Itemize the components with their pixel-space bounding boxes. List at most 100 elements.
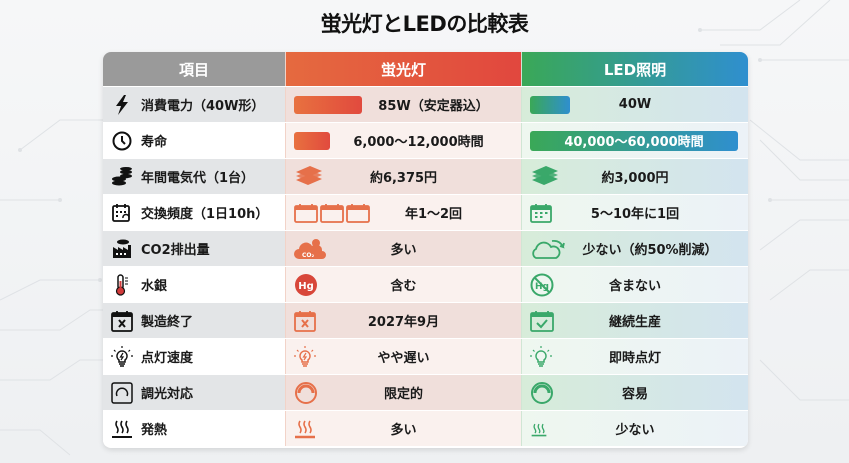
led-cell: 少ない: [521, 411, 748, 446]
comparison-table: 項目 蛍光灯 LED照明 消費電力（40W形） 85W（安定器込） 40W 寿命: [103, 52, 748, 448]
lifespan-bar: [294, 131, 330, 150]
bulb-flash-icon: [294, 345, 316, 368]
led-value: 5〜10年に1回: [590, 207, 680, 222]
calendar-x-icon: [111, 310, 133, 332]
calendar-icon: [530, 203, 552, 223]
led-cell: 40,000〜60,000時間: [521, 123, 748, 158]
fluorescent-value: 限定的: [383, 387, 423, 402]
table-row: 消費電力（40W形） 85W（安定器込） 40W: [103, 86, 748, 122]
item-cell: 点灯速度: [103, 339, 285, 374]
heat-icon: [530, 420, 548, 438]
item-label: 交換頻度（1日10h）: [141, 207, 269, 222]
led-cell: 約3,000円: [521, 159, 748, 194]
table-row: 発熱 多い 少ない: [103, 410, 748, 446]
item-label: 寿命: [141, 135, 168, 150]
money-stack-icon: [294, 165, 324, 188]
item-label: CO2排出量: [141, 243, 210, 258]
led-value: 少ない（約50%削減）: [582, 243, 718, 258]
item-cell: 水銀: [103, 267, 285, 302]
co2-cloud-icon: CO₂: [294, 238, 326, 260]
fluorescent-value: 85W（安定器込）: [378, 99, 489, 114]
led-value: 継続生産: [608, 315, 661, 330]
item-label: 消費電力（40W形）: [141, 99, 265, 114]
fluorescent-value: 年1〜2回: [404, 207, 463, 222]
led-value: 40W: [618, 97, 652, 112]
heat-icon: [294, 418, 316, 440]
item-cell: 寿命: [103, 123, 285, 158]
calendar-check-icon: [530, 310, 554, 332]
thermometer-icon: [111, 273, 133, 296]
calendar-x-icon: [294, 310, 316, 332]
lifespan-bar: 40,000〜60,000時間: [530, 130, 738, 151]
dimmer-icon: [294, 381, 318, 405]
led-cell: 5〜10年に1回: [521, 195, 748, 230]
led-cell: 容易: [521, 375, 748, 410]
led-cell: 40W: [521, 87, 748, 122]
header-fluorescent: 蛍光灯: [285, 52, 521, 86]
hg-badge-icon: Hg: [294, 273, 318, 297]
fluorescent-cell: CO₂ 多い: [285, 231, 521, 266]
table-row: CO2排出量 CO₂ 多い 少ない（約50%削減）: [103, 230, 748, 266]
table-row: 点灯速度 やや遅い 即時点灯: [103, 338, 748, 374]
table-header-row: 項目 蛍光灯 LED照明: [103, 52, 748, 86]
fluorescent-cell: 約6,375円: [285, 159, 521, 194]
cloud-arrow-icon: [530, 238, 566, 260]
led-cell: Hg 含まない: [521, 267, 748, 302]
table-row: 調光対応 限定的 容易: [103, 374, 748, 410]
lightning-icon: [111, 94, 133, 116]
svg-text:Hg: Hg: [535, 282, 549, 292]
power-bar: [530, 95, 570, 114]
clock-icon: [111, 130, 133, 152]
fluorescent-cell: 限定的: [285, 375, 521, 410]
led-value: 約3,000円: [601, 171, 669, 186]
money-stack-icon: [530, 165, 560, 188]
no-hg-icon: Hg: [530, 273, 554, 297]
fluorescent-cell: 多い: [285, 411, 521, 446]
item-cell: 発熱: [103, 411, 285, 446]
item-cell: CO2排出量: [103, 231, 285, 266]
bulb-icon: [530, 345, 552, 368]
item-cell: 調光対応: [103, 375, 285, 410]
three-calendars-icon: [294, 203, 370, 223]
fluorescent-value: やや遅い: [377, 351, 430, 366]
item-label: 発熱: [141, 423, 168, 438]
svg-text:CO₂: CO₂: [302, 252, 315, 259]
item-label: 点灯速度: [141, 351, 194, 366]
item-cell: 交換頻度（1日10h）: [103, 195, 285, 230]
led-cell: 少ない（約50%削減）: [521, 231, 748, 266]
coins-icon: [111, 166, 133, 188]
heat-icon: [111, 418, 133, 440]
fluorescent-value: 約6,375円: [369, 171, 438, 186]
table-row: 寿命 6,000〜12,000時間 40,000〜60,000時間: [103, 122, 748, 158]
dimmer-icon: [111, 381, 133, 404]
bulb-icon: [111, 345, 133, 368]
item-label: 年間電気代（1台）: [141, 171, 255, 186]
header-item: 項目: [103, 52, 285, 86]
led-value: 少ない: [615, 423, 655, 438]
item-cell: 消費電力（40W形）: [103, 87, 285, 122]
fluorescent-value: 多い: [390, 243, 417, 258]
dimmer-icon: [530, 381, 554, 405]
led-cell: 継続生産: [521, 303, 748, 338]
fluorescent-cell: やや遅い: [285, 339, 521, 374]
table-row: 製造終了 2027年9月 継続生産: [103, 302, 748, 338]
fluorescent-cell: 年1〜2回: [285, 195, 521, 230]
svg-text:Hg: Hg: [298, 281, 314, 292]
calendar-refresh-icon: [111, 202, 133, 224]
table-row: 交換頻度（1日10h） 年1〜2回 5〜10年に1回: [103, 194, 748, 230]
item-cell: 年間電気代（1台）: [103, 159, 285, 194]
power-bar: [294, 95, 362, 114]
item-label: 調光対応: [141, 387, 194, 402]
fluorescent-cell: Hg 含む: [285, 267, 521, 302]
table-row: 水銀 Hg 含む Hg 含まない: [103, 266, 748, 302]
factory-icon: [111, 238, 133, 260]
led-value: 即時点灯: [608, 351, 661, 366]
fluorescent-value: 2027年9月: [367, 315, 440, 330]
fluorescent-value: 多い: [390, 423, 417, 438]
page-title: 蛍光灯とLEDの比較表: [320, 12, 529, 36]
fluorescent-value: 含む: [390, 279, 417, 294]
table-row: 年間電気代（1台） 約6,375円 約3,000円: [103, 158, 748, 194]
led-value: 容易: [621, 387, 648, 402]
fluorescent-value: 6,000〜12,000時間: [353, 135, 484, 150]
led-value: 含まない: [608, 279, 661, 294]
